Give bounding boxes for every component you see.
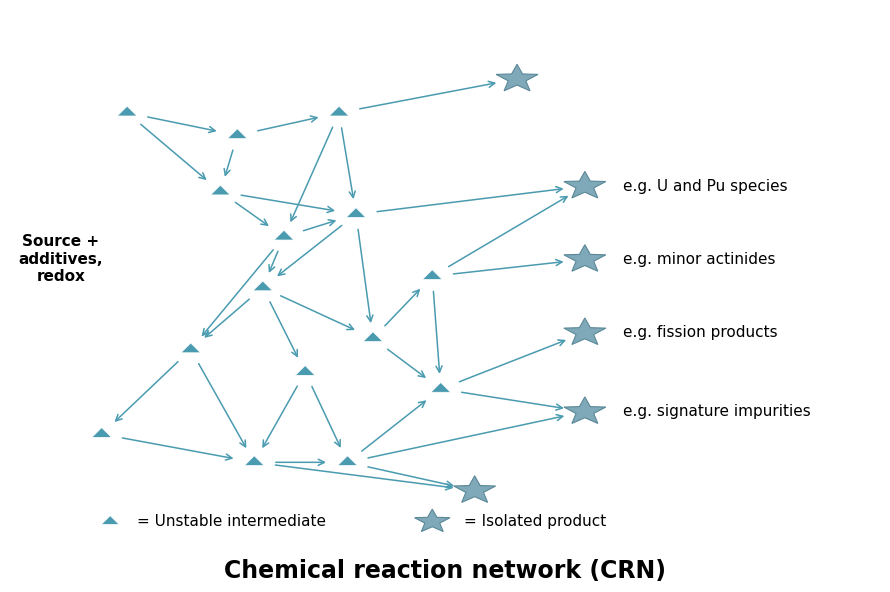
Text: e.g. fission products: e.g. fission products: [623, 325, 778, 340]
Polygon shape: [245, 456, 264, 465]
Polygon shape: [117, 106, 137, 116]
Polygon shape: [564, 397, 606, 423]
Polygon shape: [92, 427, 111, 437]
Polygon shape: [337, 456, 358, 465]
Text: e.g. U and Pu species: e.g. U and Pu species: [623, 179, 788, 194]
Text: Chemical reaction network (CRN): Chemical reaction network (CRN): [224, 559, 666, 583]
Text: = Unstable intermediate: = Unstable intermediate: [137, 514, 327, 529]
Text: e.g. signature impurities: e.g. signature impurities: [623, 404, 811, 419]
Polygon shape: [253, 281, 272, 291]
Polygon shape: [101, 516, 119, 525]
Polygon shape: [564, 244, 606, 271]
Polygon shape: [363, 332, 383, 342]
Polygon shape: [415, 509, 450, 532]
Polygon shape: [564, 318, 606, 345]
Text: = Isolated product: = Isolated product: [465, 514, 607, 529]
Polygon shape: [431, 382, 450, 392]
Polygon shape: [454, 476, 496, 503]
Polygon shape: [423, 270, 442, 279]
Text: Source +
additives,
redox: Source + additives, redox: [19, 234, 103, 284]
Polygon shape: [564, 172, 606, 198]
Text: e.g. minor actinides: e.g. minor actinides: [623, 252, 775, 267]
Polygon shape: [211, 185, 231, 195]
Polygon shape: [346, 208, 366, 217]
Polygon shape: [295, 366, 315, 375]
Polygon shape: [329, 106, 349, 116]
Polygon shape: [496, 65, 538, 91]
Polygon shape: [274, 230, 294, 240]
Polygon shape: [181, 343, 200, 353]
Polygon shape: [228, 129, 247, 139]
